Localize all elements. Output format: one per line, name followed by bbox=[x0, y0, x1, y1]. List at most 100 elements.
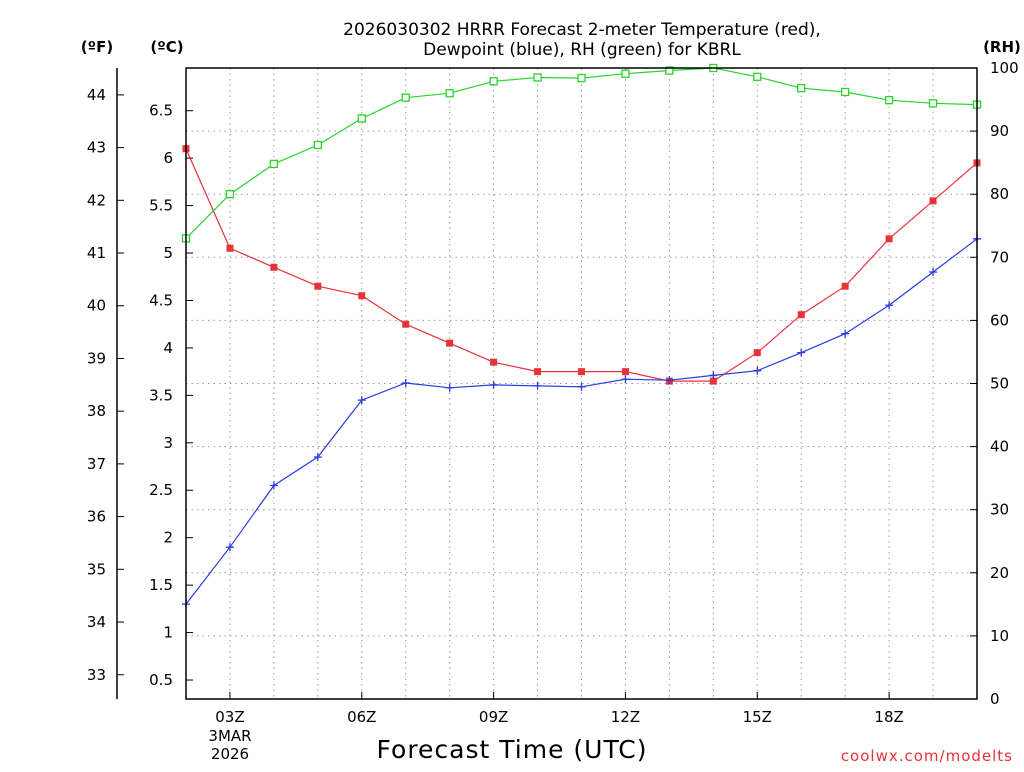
temperature-point bbox=[929, 197, 937, 205]
dewpoint-point bbox=[753, 366, 762, 375]
dewpoint-point bbox=[489, 380, 498, 389]
date-label-day: 3MAR bbox=[208, 727, 251, 745]
x-tick-label: 06Z bbox=[347, 708, 376, 726]
grid-lines bbox=[186, 68, 977, 699]
dewpoint-point bbox=[533, 381, 542, 390]
x-axis: 03Z 06Z 09Z 12Z 15Z 18Z bbox=[215, 692, 904, 726]
dewpoint-point bbox=[709, 371, 718, 380]
rh-point bbox=[797, 84, 806, 93]
fahrenheit-tick-label: 40 bbox=[87, 297, 106, 315]
rh-tick-label: 0 bbox=[990, 690, 1000, 708]
chart-title-line-2: Dewpoint (blue), RH (green) for KBRL bbox=[423, 40, 741, 60]
x-tick-label: 09Z bbox=[479, 708, 508, 726]
rh-tick-label: 30 bbox=[990, 501, 1009, 519]
dewpoint-point bbox=[665, 376, 674, 385]
temperature-point bbox=[753, 349, 761, 357]
plot-frame bbox=[185, 67, 978, 700]
temperature-point bbox=[490, 358, 498, 366]
celsius-tick-label: 2 bbox=[163, 529, 173, 547]
temperature-point bbox=[270, 263, 278, 271]
rh-point bbox=[225, 190, 235, 199]
temperature-point bbox=[446, 339, 454, 347]
fahrenheit-tick-label: 35 bbox=[87, 560, 106, 578]
temperature-point bbox=[578, 368, 585, 376]
dewpoint-point bbox=[841, 329, 850, 338]
rh-tick-label: 40 bbox=[990, 438, 1009, 456]
x-tick-label: 18Z bbox=[874, 708, 903, 726]
celsius-unit-label: (ºC) bbox=[150, 38, 183, 56]
rh-point bbox=[445, 89, 454, 98]
rh-unit-label: (RH) bbox=[983, 38, 1021, 56]
celsius-tick-label: 5 bbox=[163, 244, 173, 262]
x-axis-title: Forecast Time (UTC) bbox=[377, 735, 648, 764]
celsius-axis: 0.5 1 1.5 2 2.5 3 3.5 4 4.5 5 5.5 6 6.5 bbox=[149, 102, 193, 689]
temperature-point bbox=[885, 235, 893, 243]
series-layer bbox=[181, 63, 982, 609]
x-tick-label: 12Z bbox=[611, 708, 640, 726]
fahrenheit-tick-label: 38 bbox=[87, 402, 106, 420]
fahrenheit-tick-label: 44 bbox=[87, 86, 106, 104]
celsius-tick-label: 4 bbox=[163, 339, 173, 357]
dewpoint-point bbox=[797, 348, 806, 357]
temperature-point bbox=[402, 320, 410, 328]
rh-point bbox=[357, 114, 366, 123]
dewpoint-point bbox=[445, 383, 454, 392]
rh-tick-label: 60 bbox=[990, 311, 1009, 329]
rh-tick-label: 80 bbox=[990, 185, 1009, 203]
fahrenheit-tick-label: 42 bbox=[87, 191, 106, 209]
dewpoint-point bbox=[929, 268, 938, 277]
rh-tick-label: 70 bbox=[990, 248, 1009, 266]
rh-point bbox=[489, 77, 498, 86]
celsius-tick-label: 1.5 bbox=[149, 576, 173, 594]
temperature-point bbox=[797, 311, 805, 319]
dewpoint-point bbox=[885, 301, 894, 310]
rh-point bbox=[665, 66, 674, 75]
fahrenheit-tick-label: 43 bbox=[87, 139, 106, 157]
dewpoint-point bbox=[357, 396, 366, 405]
rh-series-line bbox=[185, 67, 978, 239]
celsius-tick-label: 6 bbox=[163, 149, 173, 167]
rh-point bbox=[841, 87, 850, 97]
fahrenheit-tick-label: 36 bbox=[87, 508, 106, 526]
rh-point bbox=[401, 93, 410, 102]
celsius-tick-label: 3 bbox=[163, 434, 173, 452]
fahrenheit-tick-label: 39 bbox=[87, 349, 106, 367]
celsius-tick-label: 2.5 bbox=[149, 481, 173, 499]
celsius-tick-label: 5.5 bbox=[149, 197, 173, 215]
rh-tick-label: 100 bbox=[990, 59, 1019, 77]
dewpoint-point bbox=[401, 379, 410, 388]
rh-point bbox=[577, 73, 586, 83]
temperature-point bbox=[709, 377, 717, 385]
rh-tick-label: 10 bbox=[990, 627, 1009, 645]
temperature-point bbox=[841, 282, 849, 290]
chart-title-line-1: 2026030302 HRRR Forecast 2-meter Tempera… bbox=[343, 20, 821, 40]
rh-tick-label: 20 bbox=[990, 564, 1009, 582]
dewpoint-point bbox=[621, 375, 630, 384]
fahrenheit-axis: 33 34 35 36 37 38 39 40 41 42 43 44 bbox=[87, 68, 124, 699]
rh-axis: 0 10 20 30 40 50 60 70 80 90 100 bbox=[970, 59, 1019, 708]
rh-point bbox=[313, 140, 322, 150]
credit-label: coolwx.com/modelts bbox=[841, 747, 1013, 765]
rh-tick-label: 50 bbox=[990, 375, 1009, 393]
rh-point bbox=[269, 159, 279, 169]
rh-point bbox=[533, 73, 542, 82]
temperature-point bbox=[358, 292, 366, 300]
rh-point bbox=[753, 72, 762, 81]
dewpoint-point bbox=[313, 453, 322, 462]
celsius-tick-label: 3.5 bbox=[149, 386, 173, 404]
celsius-tick-label: 1 bbox=[163, 624, 173, 642]
fahrenheit-tick-label: 37 bbox=[87, 455, 106, 473]
rh-point bbox=[884, 96, 894, 105]
dewpoint-point bbox=[225, 543, 234, 552]
fahrenheit-tick-label: 34 bbox=[87, 613, 106, 631]
celsius-tick-label: 0.5 bbox=[149, 671, 173, 689]
fahrenheit-unit-label: (ºF) bbox=[81, 38, 113, 56]
temperature-point bbox=[534, 368, 542, 376]
date-label-year: 2026 bbox=[211, 745, 249, 763]
temperature-point bbox=[621, 368, 629, 376]
x-tick-label: 03Z bbox=[215, 708, 244, 726]
fahrenheit-tick-label: 41 bbox=[87, 244, 106, 262]
celsius-tick-label: 4.5 bbox=[149, 291, 173, 309]
temperature-point bbox=[314, 282, 322, 290]
